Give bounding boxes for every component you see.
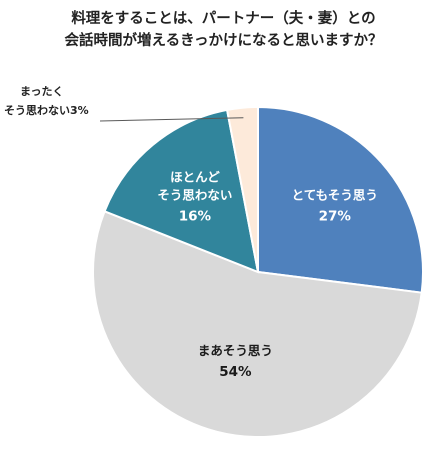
- slice-label-1: とてもそう思う 27%: [292, 187, 378, 224]
- chart-title: 料理をすることは、パートナー（夫・妻）との 会話時間が増えるきっかけになると思い…: [0, 8, 447, 52]
- pie-slice-3: [103, 108, 260, 274]
- chart-title-line-1: 料理をすることは、パートナー（夫・妻）との: [71, 11, 376, 27]
- pie-slice-2: [92, 209, 423, 438]
- chart-title-line-2: 会話時間が増えるきっかけになると思いますか？: [64, 33, 383, 49]
- pie-slice-1: [257, 105, 425, 294]
- pie-slice-4: [225, 105, 259, 273]
- slice-label-2: まあそう思う 54%: [198, 343, 273, 380]
- slice-label-3: ほとんどそう思わない 16%: [157, 170, 232, 225]
- slice-label-4: まったくそう思わない3%: [4, 85, 89, 117]
- leader-line: [99, 117, 244, 122]
